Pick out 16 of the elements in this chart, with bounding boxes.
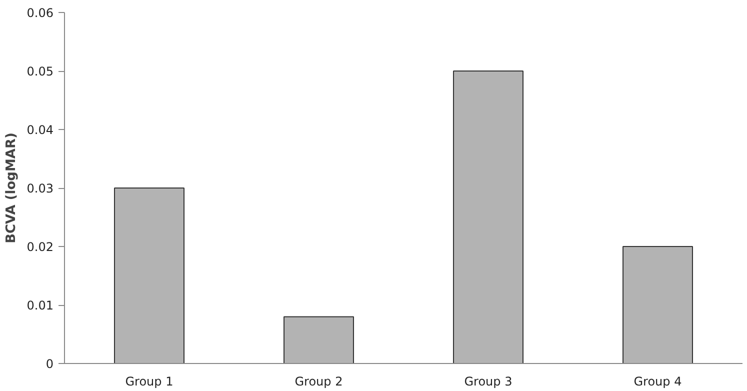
x-tick-label: Group 1 bbox=[125, 374, 174, 388]
bar bbox=[453, 70, 524, 364]
x-tick-label: Group 4 bbox=[634, 374, 682, 388]
bar bbox=[622, 246, 693, 364]
bar bbox=[114, 188, 184, 364]
y-tick-label: 0.04 bbox=[26, 123, 54, 137]
y-tick-label: 0.02 bbox=[26, 240, 54, 254]
y-tick-label: 0.03 bbox=[26, 182, 54, 196]
y-tick-label: 0 bbox=[46, 357, 54, 371]
y-tick-label: 0.05 bbox=[26, 64, 54, 78]
x-tick-label: Group 2 bbox=[294, 374, 343, 388]
y-tick-label: 0.01 bbox=[26, 298, 54, 312]
x-tick-label: Group 3 bbox=[464, 374, 512, 388]
y-axis-title: BCVA (logMAR) bbox=[4, 132, 19, 244]
y-tick-label: 0.06 bbox=[26, 6, 54, 20]
bar bbox=[284, 316, 354, 364]
